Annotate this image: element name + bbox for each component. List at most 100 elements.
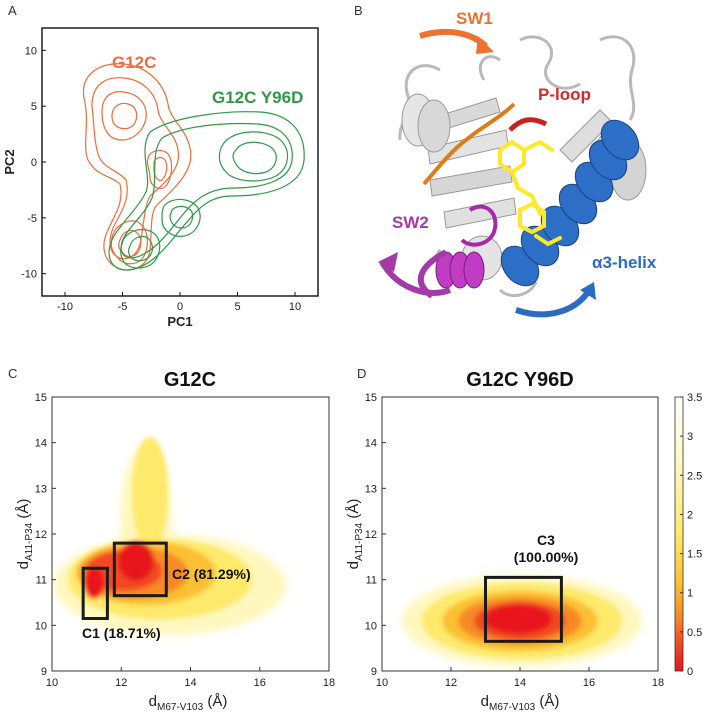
loop-4 [478,55,501,81]
backbone-loops [398,35,636,298]
y96d-contour-level-4 [232,141,277,175]
cluster-c3-percent: (100.00%) [514,549,579,565]
legend-g12c: G12C [112,53,156,72]
g12c-contour-low-2 [118,229,142,258]
panel-d-ytick-label: 15 [365,392,377,404]
y96d-contour-level-3 [218,131,289,182]
panel-b-protein-structure: SW1 P-loop SW2 α3-helix [378,9,657,318]
panel-d-ytick-label: 11 [366,575,377,587]
panel-d-ytick-label: 9 [371,666,377,678]
loop-5 [498,281,538,298]
g12c-contour-mid-2 [153,156,168,181]
colorbar-tick-label: 2.5 [687,470,702,482]
colorbar-ticks: 3.5 3 2.5 2 1.5 1 0.5 0 [680,392,702,678]
cluster-c3-name: C3 [537,532,555,548]
panel-c-ytick-label: 12 [35,529,47,541]
c-density-core-c1 [84,567,104,599]
panel-d-xlabel: dM67-V103 (Å) [481,693,560,713]
panel-c-ytick-label: 9 [41,666,47,678]
g12c-contour-mid-1 [146,149,173,190]
y96d-contour-level-2 [120,122,293,259]
panel-a-xtick-label: 10 [289,301,301,313]
panel-d-xtick-label: 16 [583,677,595,689]
panel-a-ytick-label: 0 [31,157,37,169]
panel-d-xtick-label: 10 [376,677,388,689]
panel-a-xtick-label: -5 [118,301,128,313]
panel-a-xtick-label: 0 [177,301,183,313]
y96d-contour-mid-1 [161,198,201,237]
panel-c-ytick-label: 13 [35,483,47,495]
cluster-c2-label: C2 (81.29%) [172,566,251,582]
g12c-contours [82,63,192,271]
panel-a-axes-frame [41,27,319,297]
helix-grey-2 [417,99,451,153]
a3-turn-7 [600,119,640,161]
panel-c-xtick-label: 14 [184,677,196,689]
strand-3 [429,165,513,197]
ligand-ring-1 [498,139,526,175]
g12c-contour-level-4 [111,102,138,130]
p-loop-ribbon [508,117,548,132]
panel-a-ticks: -10 -5 0 5 10 10 5 0 -5 -10 [21,45,301,313]
panel-c-xtick-label: 10 [46,677,58,689]
ligand-sticks [498,139,562,247]
panel-c-title: G12C [164,369,216,391]
alpha3-helix-ribbon [500,119,640,287]
panel-a-ytick-label: -10 [21,269,37,281]
panel-c-xlabel: dM67-V103 (Å) [149,693,228,713]
panel-a-ytick-label: 5 [31,101,37,113]
loop-2 [519,35,581,90]
panel-d-cluster-boxes [484,575,563,643]
panel-c-ytick-label: 11 [36,575,47,587]
sw1-motion-arrow [419,28,488,49]
colorbar-tick-label: 0.5 [687,627,702,639]
panel-letter-c: C [8,366,17,381]
g12c-y96d-contours [108,111,305,271]
panel-d-ylabel: dA11-P34 (Å) [345,499,365,570]
panel-c-xtick-label: 12 [115,677,127,689]
panel-c-ytick-label: 10 [35,620,47,632]
ligand-chain-2 [522,139,554,152]
panel-d-xtick-label: 12 [445,677,457,689]
legend-g12c-y96d: G12C Y96D [212,88,303,107]
panel-a-xtick-label: -10 [57,301,73,313]
sw2-arrowhead [378,252,398,272]
cluster-box-c2 [112,541,168,598]
sw2-turn-3 [463,251,485,289]
colorbar-gradient [674,396,684,672]
panel-letter-b: B [354,3,363,18]
c-density-core-c2 [118,541,154,581]
y96d-contour-mid-2 [169,205,194,229]
g12c-contour-low-1 [110,220,148,265]
panel-d-ytick-label: 10 [365,620,377,632]
panel-c-ytick-label: 15 [35,392,47,404]
panel-d-ytick-label: 12 [365,529,377,541]
cluster-box-c3 [484,575,563,643]
beta-sheets [427,97,613,229]
a3-arrowhead [580,282,596,300]
panel-c-cluster-boxes [81,541,168,620]
panel-a-ytick-label: 10 [25,45,37,57]
switch-2-ribbon [460,204,498,247]
colorbar: 3.5 3 2.5 2 1.5 1 0.5 0 [674,392,702,678]
panel-a-contour-plot: -10 -5 0 5 10 10 5 0 -5 -10 G12C G12C Y96D PC1 PC… [2,27,319,329]
label-sw1: SW1 [456,9,493,28]
panel-a-xtick-label: 5 [234,301,240,313]
panel-a-xlabel: PC1 [167,314,192,329]
label-alpha3-helix: α3-helix [592,253,657,272]
panel-c-ylabel: dA11-P34 (Å) [15,499,35,570]
panel-d-xtick-label: 14 [514,677,526,689]
strand-4 [443,197,517,229]
a3-motion-arrow [515,290,591,318]
cluster-box-c1 [81,566,109,620]
label-p-loop: P-loop [538,85,591,104]
panel-a-ytick-label: -5 [27,213,37,225]
panel-d-xtick-label: 18 [652,677,664,689]
panel-c-xtick-label: 16 [254,677,266,689]
sw2-motion-arc [379,260,452,296]
